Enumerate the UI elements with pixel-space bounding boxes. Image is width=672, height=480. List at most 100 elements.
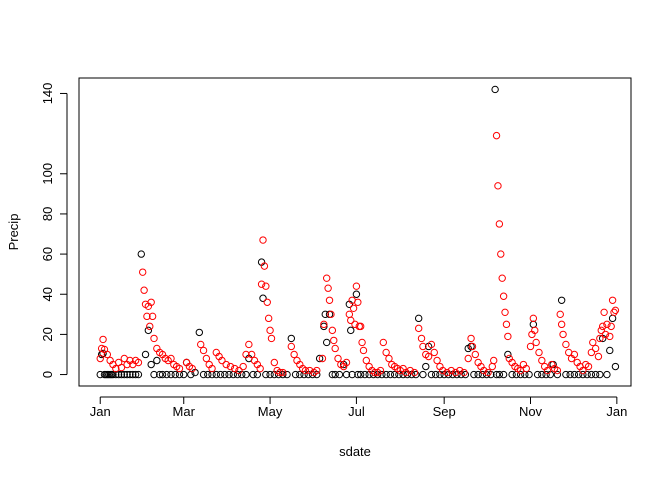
data-point [144,326,153,335]
data-point [611,306,620,315]
data-point [354,370,362,379]
data-point [382,348,390,357]
data-point [171,370,179,379]
data-point [596,334,604,343]
data-point [347,316,355,325]
data-point [335,370,344,379]
data-point [504,350,512,359]
y-tick-label: 0 [40,371,55,378]
data-point [208,364,216,373]
data-point [109,370,117,379]
data-point [290,350,298,359]
data-point [501,308,509,317]
data-point [598,322,607,331]
data-point [324,284,332,292]
data-point [471,350,480,359]
data-point [492,131,501,140]
data-point [589,338,597,347]
data-point [579,366,587,375]
data-point [342,358,351,367]
data-point [529,314,538,323]
data-point [322,274,331,282]
y-axis: 0 20 40 60 80 100 140 [40,83,68,378]
data-point [490,356,498,365]
data-point [422,362,430,371]
data-point [610,308,618,317]
data-point [361,370,369,379]
data-point [141,350,150,359]
data-point [221,370,229,379]
data-point [532,338,540,347]
data-point [147,360,155,369]
data-point [247,350,256,359]
data-point [562,370,570,379]
data-point [259,236,267,244]
data-point [535,348,543,357]
data-point [175,364,184,373]
data-point [328,326,337,335]
data-point [283,370,291,379]
data-point [313,366,321,375]
data-point [591,370,600,379]
x-tick-label: May [258,404,283,419]
data-point [257,280,266,288]
data-point [264,314,273,323]
data-point [499,292,508,300]
data-point [431,370,440,379]
data-point [256,364,264,373]
data-point [603,370,611,379]
y-tick-label: 80 [40,207,55,221]
data-point [596,370,604,379]
data-point [386,370,395,379]
data-point [557,320,566,329]
data-points [96,85,620,379]
data-point [134,358,143,367]
data-point [594,352,603,361]
data-point [296,370,304,379]
data-point [225,370,233,379]
data-point [492,370,501,379]
data-point [331,370,339,379]
data-point [352,282,361,290]
x-tick-label: Jul [348,404,365,419]
data-point [467,334,475,343]
data-point [378,370,386,379]
data-point [321,310,329,319]
data-point [199,346,208,355]
data-point [402,368,410,377]
data-point [96,370,104,379]
data-point [138,268,147,276]
data-point [600,308,608,317]
data-point [427,370,436,379]
data-point [235,366,243,375]
x-tick-label: Jan [90,404,111,419]
data-point [583,370,591,379]
data-point [543,366,552,375]
data-point [358,338,366,347]
data-point [150,334,158,343]
data-point [301,366,310,375]
data-point [504,332,512,341]
data-point [348,370,356,379]
data-point [147,298,155,306]
data-point [262,370,270,379]
data-point [233,370,242,379]
data-point [531,326,539,335]
data-point [342,370,351,379]
data-point [242,350,250,359]
data-point [566,370,574,379]
data-point [385,354,393,363]
data-point [584,362,593,371]
data-point [291,370,300,379]
data-point [352,290,361,298]
data-point [382,370,390,379]
data-point [197,340,205,349]
x-tick-label: Mar [173,404,196,419]
data-point [451,368,460,377]
data-point [202,354,211,363]
data-point [376,366,385,375]
data-point [410,368,419,377]
data-point [354,298,362,306]
data-point [611,362,620,371]
